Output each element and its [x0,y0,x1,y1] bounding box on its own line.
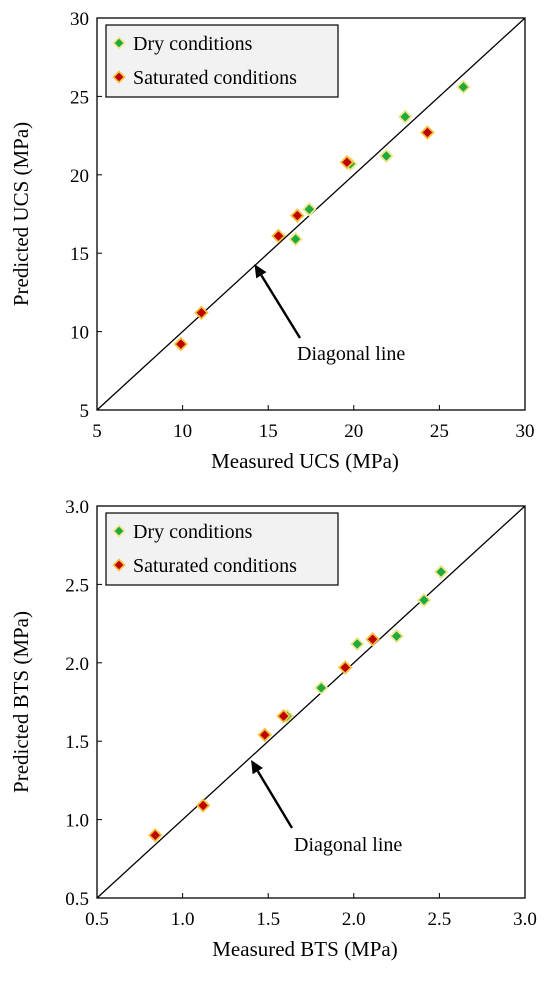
data-point [339,154,355,170]
data-point [420,125,435,140]
legend-label: Dry conditions [133,521,253,543]
data-point [379,148,394,164]
legend [105,24,339,98]
x-tick-label: 20 [344,421,363,442]
data-point [365,632,380,647]
ucs-chart: 5 10 15 20 25 30 5 10 15 20 25 30 Measured UCS (MPa)… [9,9,535,473]
legend-label: Dry conditions [133,33,253,55]
arrow-head [251,760,263,775]
annotation-arrow [260,274,302,339]
x-axis-label: Measured UCS (MPa) [211,449,399,473]
x-tick-label: 30 [516,421,535,442]
legend-marker [112,70,126,84]
data-point [389,628,404,644]
data-point [195,798,211,813]
legend-marker [112,524,126,538]
y-tick-label: 1.0 [65,811,89,832]
x-axis-label: Measured BTS (MPa) [212,937,397,961]
data-point [416,592,432,608]
data-point [433,564,449,580]
x-tick-label: 0.5 [85,909,109,930]
x-tick-label: 1.0 [171,909,195,930]
annotation-label: Diagonal line [294,834,402,856]
x-tick-label: 1.5 [256,909,280,930]
data-point [271,228,286,244]
legend [105,512,339,586]
y-axis-label: Predicted BTS (MPa) [9,611,33,793]
data-point [349,636,365,652]
x-tick-label: 25 [430,421,449,442]
data-point [288,231,303,247]
data-point [194,305,209,321]
y-tick-label: 5 [80,401,90,422]
diagonal-line [96,505,526,899]
data-point [302,202,317,217]
data-point [313,680,329,696]
y-tick-label: 1.5 [65,732,89,753]
x-tick-label: 3.0 [513,909,537,930]
data-point [456,79,471,95]
data-point [337,660,353,675]
x-tick-label: 2.5 [428,909,452,930]
arrow-head [254,264,267,279]
y-tick-label: 2.0 [65,654,89,675]
legend-label: Saturated conditions [133,555,297,577]
data-point [276,708,291,724]
data-point [290,208,305,223]
y-tick-label: 10 [70,323,89,344]
y-tick-label: 20 [70,166,89,187]
legend-marker [112,36,126,50]
annotation-label: Diagonal line [297,343,405,365]
y-tick-label: 15 [70,244,89,265]
x-tick-label: 2.0 [342,909,366,930]
x-tick-label: 15 [259,421,278,442]
annotation-arrow [256,770,294,829]
bts-chart: 0.5 1.0 1.5 2.0 2.5 3.0 0.5 1.0 1.5 2.0 2.5 3.0 Meas… [9,497,537,961]
y-tick-label: 2.5 [65,575,89,596]
y-tick-label: 3.0 [65,497,89,518]
y-tick-label: 0.5 [65,889,89,910]
data-point [173,336,189,352]
data-point [257,727,273,743]
y-tick-label: 25 [70,87,89,108]
y-tick-label: 30 [70,9,89,30]
legend-marker [112,558,126,572]
data-point [397,109,413,125]
x-tick-label: 10 [173,421,192,442]
x-tick-label: 5 [92,421,102,442]
legend-label: Saturated conditions [133,67,297,89]
data-point [147,828,163,843]
y-axis-label: Predicted UCS (MPa) [9,122,33,306]
